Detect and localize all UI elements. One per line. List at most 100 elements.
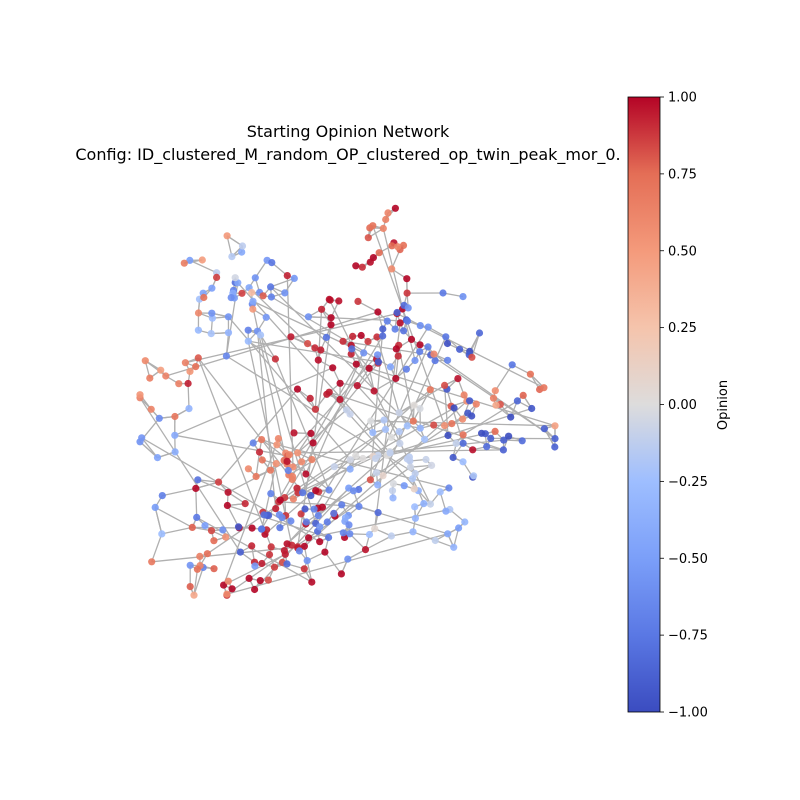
network-node xyxy=(281,289,289,297)
network-node xyxy=(338,501,346,509)
network-edge xyxy=(286,523,307,545)
network-edge xyxy=(357,300,379,313)
network-node xyxy=(352,360,360,368)
network-edge xyxy=(308,316,408,322)
network-node xyxy=(238,248,246,256)
network-node xyxy=(175,380,183,388)
network-node xyxy=(267,283,275,291)
network-node xyxy=(403,455,411,463)
network-node xyxy=(330,509,338,517)
network-edge xyxy=(494,364,513,392)
network-node xyxy=(268,259,276,267)
network-node xyxy=(283,272,291,280)
colorbar-tick-label: −0.75 xyxy=(668,629,708,644)
network-edge xyxy=(252,300,364,354)
network-node xyxy=(244,326,252,334)
network-node xyxy=(158,530,166,538)
network-node xyxy=(323,518,331,526)
network-node xyxy=(420,500,428,508)
network-node xyxy=(450,543,458,551)
network-node xyxy=(540,384,548,392)
network-node xyxy=(280,547,288,555)
network-node xyxy=(393,308,401,317)
network-node xyxy=(316,538,324,546)
network-node xyxy=(406,463,415,471)
network-edge xyxy=(226,505,240,528)
network-node xyxy=(374,351,382,359)
network-node xyxy=(431,357,439,365)
network-node xyxy=(442,333,450,341)
network-node xyxy=(360,349,368,357)
network-node xyxy=(259,292,267,300)
network-node xyxy=(318,305,326,313)
network-node xyxy=(329,364,337,372)
network-node xyxy=(335,297,343,305)
network-node xyxy=(258,436,266,444)
network-node xyxy=(444,530,452,538)
network-node xyxy=(185,405,193,413)
network-node xyxy=(508,361,516,369)
network-edge xyxy=(139,397,241,553)
network-node xyxy=(224,313,232,321)
network-node xyxy=(403,317,412,325)
network-node xyxy=(518,437,526,445)
colorbar-tick-label: 0.00 xyxy=(668,398,697,413)
network-node xyxy=(337,570,345,578)
network-node xyxy=(345,521,353,529)
network-node xyxy=(489,394,498,402)
network-node xyxy=(180,259,188,267)
network-node xyxy=(339,337,347,345)
network-node xyxy=(389,480,397,488)
network-node xyxy=(321,548,329,556)
network-node xyxy=(298,458,306,466)
network-node xyxy=(373,333,381,341)
network-node xyxy=(403,275,411,283)
network-node xyxy=(171,431,179,439)
network-node xyxy=(330,463,338,471)
network-node xyxy=(371,525,379,533)
network-node xyxy=(455,524,463,532)
network-edge xyxy=(462,400,518,436)
network-node xyxy=(450,404,458,412)
network-node xyxy=(157,366,165,374)
network-node xyxy=(416,424,424,432)
network-node xyxy=(290,429,298,437)
network-node xyxy=(341,514,350,522)
network-node xyxy=(186,367,194,375)
network-node xyxy=(267,543,275,551)
network-edge xyxy=(227,504,329,539)
network-node xyxy=(395,409,403,417)
network-node xyxy=(551,422,559,430)
network-node xyxy=(374,358,382,366)
network-node xyxy=(327,314,335,322)
network-node xyxy=(260,511,268,519)
network-node xyxy=(325,533,333,542)
network-node xyxy=(188,523,196,532)
network-node xyxy=(158,492,166,500)
network-node xyxy=(487,434,495,442)
network-node xyxy=(146,374,154,382)
network-node xyxy=(416,405,424,413)
network-node xyxy=(241,500,249,508)
network-node xyxy=(492,401,500,409)
network-node xyxy=(441,422,449,430)
network-node xyxy=(290,274,298,282)
network-edge xyxy=(375,407,532,460)
network-node xyxy=(325,486,333,494)
network-node xyxy=(352,262,360,270)
network-node xyxy=(307,492,315,500)
network-node xyxy=(262,313,270,321)
network-node xyxy=(194,309,203,317)
network-node xyxy=(138,434,146,442)
network-node xyxy=(153,454,162,462)
network-edge xyxy=(297,409,347,454)
network-node xyxy=(371,454,380,463)
network-node xyxy=(311,344,319,352)
network-node xyxy=(379,332,387,340)
network-node xyxy=(364,234,372,242)
network-node xyxy=(391,325,399,333)
network-node xyxy=(379,472,387,480)
network-node xyxy=(444,431,452,440)
network-node xyxy=(424,323,432,331)
